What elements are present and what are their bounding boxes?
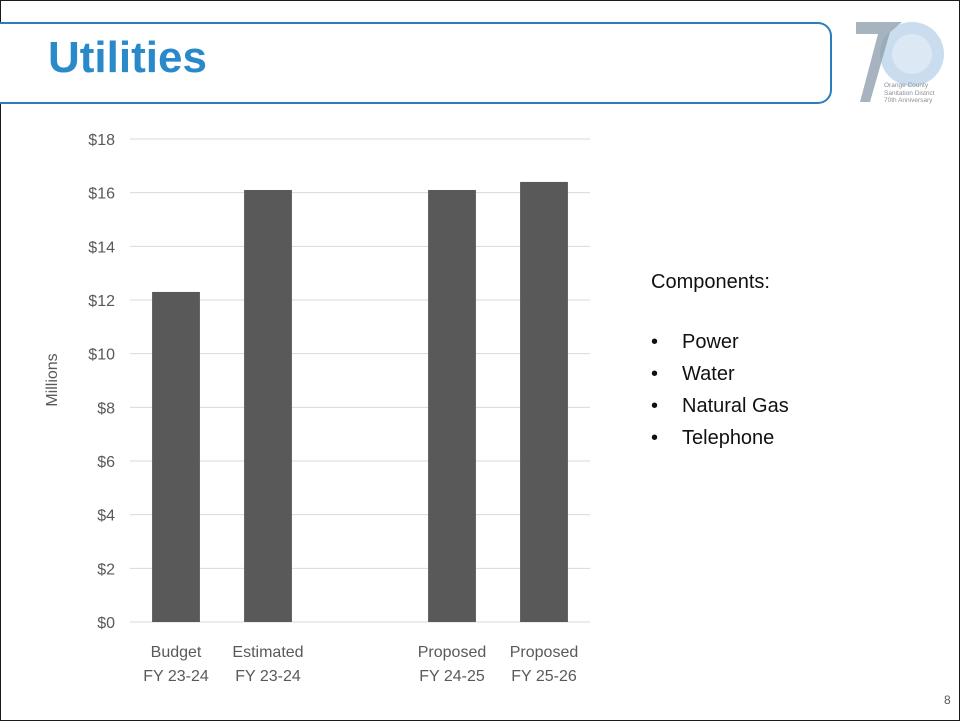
components-heading: Components: xyxy=(651,271,770,293)
x-tick-label: FY 23-24 xyxy=(143,668,209,685)
list-item: • Water xyxy=(651,358,789,390)
title-banner xyxy=(0,22,832,104)
slide-title: Utilities xyxy=(48,33,207,82)
list-item: • Telephone xyxy=(651,422,789,454)
x-tick-label: FY 23-24 xyxy=(235,668,301,685)
components-panel: Components: • Power • Water • Natural Gas •… xyxy=(651,266,789,454)
x-tick-label: Budget xyxy=(151,644,202,661)
y-tick-label: $18 xyxy=(88,132,115,149)
component-label: Telephone xyxy=(682,427,775,449)
bullet-icon: • xyxy=(651,363,659,385)
y-tick-label: $6 xyxy=(97,454,115,471)
page-number: 8 xyxy=(944,693,951,707)
y-axis-label: Millions xyxy=(44,353,61,406)
bullet-icon: • xyxy=(651,331,659,353)
bar xyxy=(244,189,292,622)
y-tick-label: $12 xyxy=(88,293,115,310)
x-tick-label: Proposed xyxy=(418,644,487,661)
component-label: Water xyxy=(682,363,735,385)
y-tick-label: $0 xyxy=(97,615,115,632)
logo-text: Orange County Sanitation District 70th A… xyxy=(884,82,935,104)
list-item: • Power xyxy=(651,326,789,358)
bar xyxy=(152,291,200,622)
y-tick-label: $4 xyxy=(97,508,115,525)
component-label: Natural Gas xyxy=(682,395,789,417)
list-item: • Natural Gas xyxy=(651,390,789,422)
bar xyxy=(520,181,568,622)
bar xyxy=(428,189,476,622)
y-tick-label: $8 xyxy=(97,400,115,417)
x-tick-label: FY 25-26 xyxy=(511,668,577,685)
y-tick-label: $10 xyxy=(88,347,115,364)
x-tick-label: Estimated xyxy=(232,644,303,661)
bullet-icon: • xyxy=(651,395,659,417)
components-list: • Power • Water • Natural Gas • Telephone xyxy=(651,326,789,454)
component-label: Power xyxy=(682,331,739,353)
bullet-icon: • xyxy=(651,427,659,449)
y-tick-label: $14 xyxy=(88,239,115,256)
y-tick-label: $2 xyxy=(97,561,115,578)
y-tick-label: $16 xyxy=(88,186,115,203)
70th-anniversary-logo-icon xyxy=(856,22,944,102)
x-tick-label: FY 24-25 xyxy=(419,668,485,685)
x-tick-label: Proposed xyxy=(510,644,579,661)
